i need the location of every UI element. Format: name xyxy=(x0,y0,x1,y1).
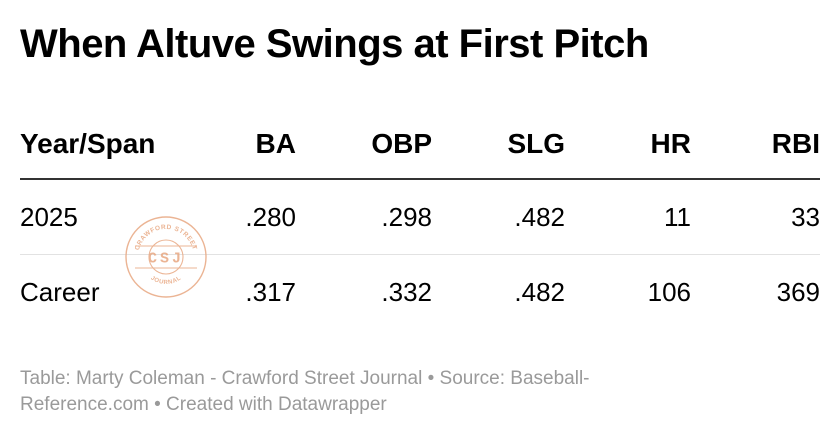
seal-top-text: CRAWFORD STREET xyxy=(134,224,198,251)
column-header-rbi[interactable]: RBI xyxy=(691,110,820,180)
seal-inner-ring xyxy=(148,239,184,275)
table-row: Career .317 .332 .482 106 369 xyxy=(20,255,820,330)
column-header-slg[interactable]: SLG xyxy=(432,110,565,180)
cell-hr: 106 xyxy=(647,276,691,307)
cell-rbi: 369 xyxy=(776,276,820,307)
chart-title: When Altuve Swings at First Pitch xyxy=(20,22,649,66)
column-header-obp[interactable]: OBP xyxy=(296,110,432,180)
table-row: 2025 .280 .298 .482 11 33 xyxy=(20,179,820,255)
footer-credit-line: Table: Marty Coleman - Crawford Street J… xyxy=(20,368,590,389)
cell-rbi: 33 xyxy=(691,179,820,255)
data-table: Year/Span BA OBP SLG HR RBI 2025 .280 .2… xyxy=(20,110,820,329)
table-header-row: Year/Span BA OBP SLG HR RBI xyxy=(20,110,820,180)
seal-bottom-text: JOURNAL xyxy=(149,275,182,286)
cell-span: Career xyxy=(20,276,100,307)
cell-ba: .317 xyxy=(245,276,296,307)
footer-source-line: Reference.com • Created with Datawrapper xyxy=(20,394,387,415)
seal-center-text: CSJ xyxy=(148,251,184,268)
column-header-year-span[interactable]: Year/Span xyxy=(20,110,210,180)
cell-slg: .482 xyxy=(432,179,565,255)
cell-slg: .482 xyxy=(514,276,565,307)
cell-hr: 11 xyxy=(565,179,691,255)
column-header-hr[interactable]: HR xyxy=(565,110,691,180)
cell-obp: .298 xyxy=(296,179,432,255)
csj-watermark-seal-icon: CRAWFORD STREET CSJ JOURNAL xyxy=(125,216,207,298)
cell-span: 2025 xyxy=(20,179,210,255)
column-header-ba[interactable]: BA xyxy=(210,110,296,180)
chart-footer: Table: Marty Coleman - Crawford Street J… xyxy=(20,366,700,418)
cell-obp: .332 xyxy=(381,276,432,307)
seal-outer-ring xyxy=(125,216,207,298)
cell-ba: .280 xyxy=(210,179,296,255)
